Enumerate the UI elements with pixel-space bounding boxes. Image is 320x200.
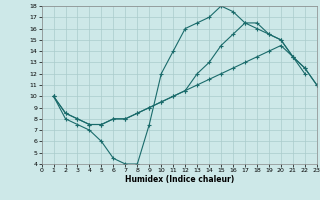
- X-axis label: Humidex (Indice chaleur): Humidex (Indice chaleur): [124, 175, 234, 184]
